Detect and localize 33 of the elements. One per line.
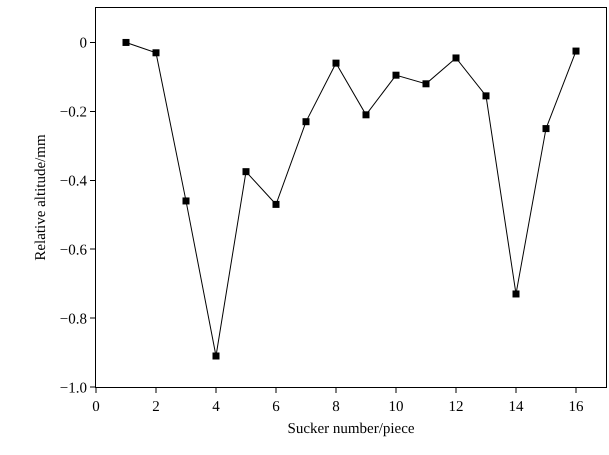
y-tick-label: −1.0	[60, 380, 87, 396]
point	[362, 111, 370, 118]
point	[152, 49, 160, 56]
point	[542, 125, 550, 132]
y-tick-label: −0.8	[60, 311, 87, 328]
x-tick-label: 2	[152, 399, 160, 415]
y-tick-label: −0.2	[60, 104, 87, 121]
x-tick-label: 10	[388, 399, 404, 415]
x-tick-label: 4	[212, 399, 220, 415]
point	[302, 118, 310, 126]
y-tick-label: −0.6	[60, 242, 88, 258]
point	[242, 168, 250, 176]
x-tick-label: 6	[272, 399, 280, 415]
x-axis-title: Sucker number/piece	[287, 421, 415, 437]
point	[122, 38, 130, 46]
x-tick-label: 0	[92, 399, 100, 415]
point	[272, 200, 280, 208]
point	[392, 72, 400, 79]
y-axis-title: Relative altitude/mm	[33, 134, 50, 261]
point	[212, 352, 220, 360]
x-tick-label: 14	[508, 399, 524, 415]
point	[452, 54, 460, 62]
point	[182, 197, 190, 204]
point	[332, 60, 340, 67]
point	[482, 92, 490, 100]
y-tick-label: −0.4	[60, 174, 88, 190]
point	[512, 290, 520, 298]
x-tick-label: 12	[448, 399, 464, 415]
y-tick-label: 0	[80, 36, 87, 52]
point	[422, 80, 430, 88]
point	[572, 48, 580, 55]
x-tick-label: 8	[332, 399, 340, 415]
x-tick-label: 16	[568, 399, 584, 415]
